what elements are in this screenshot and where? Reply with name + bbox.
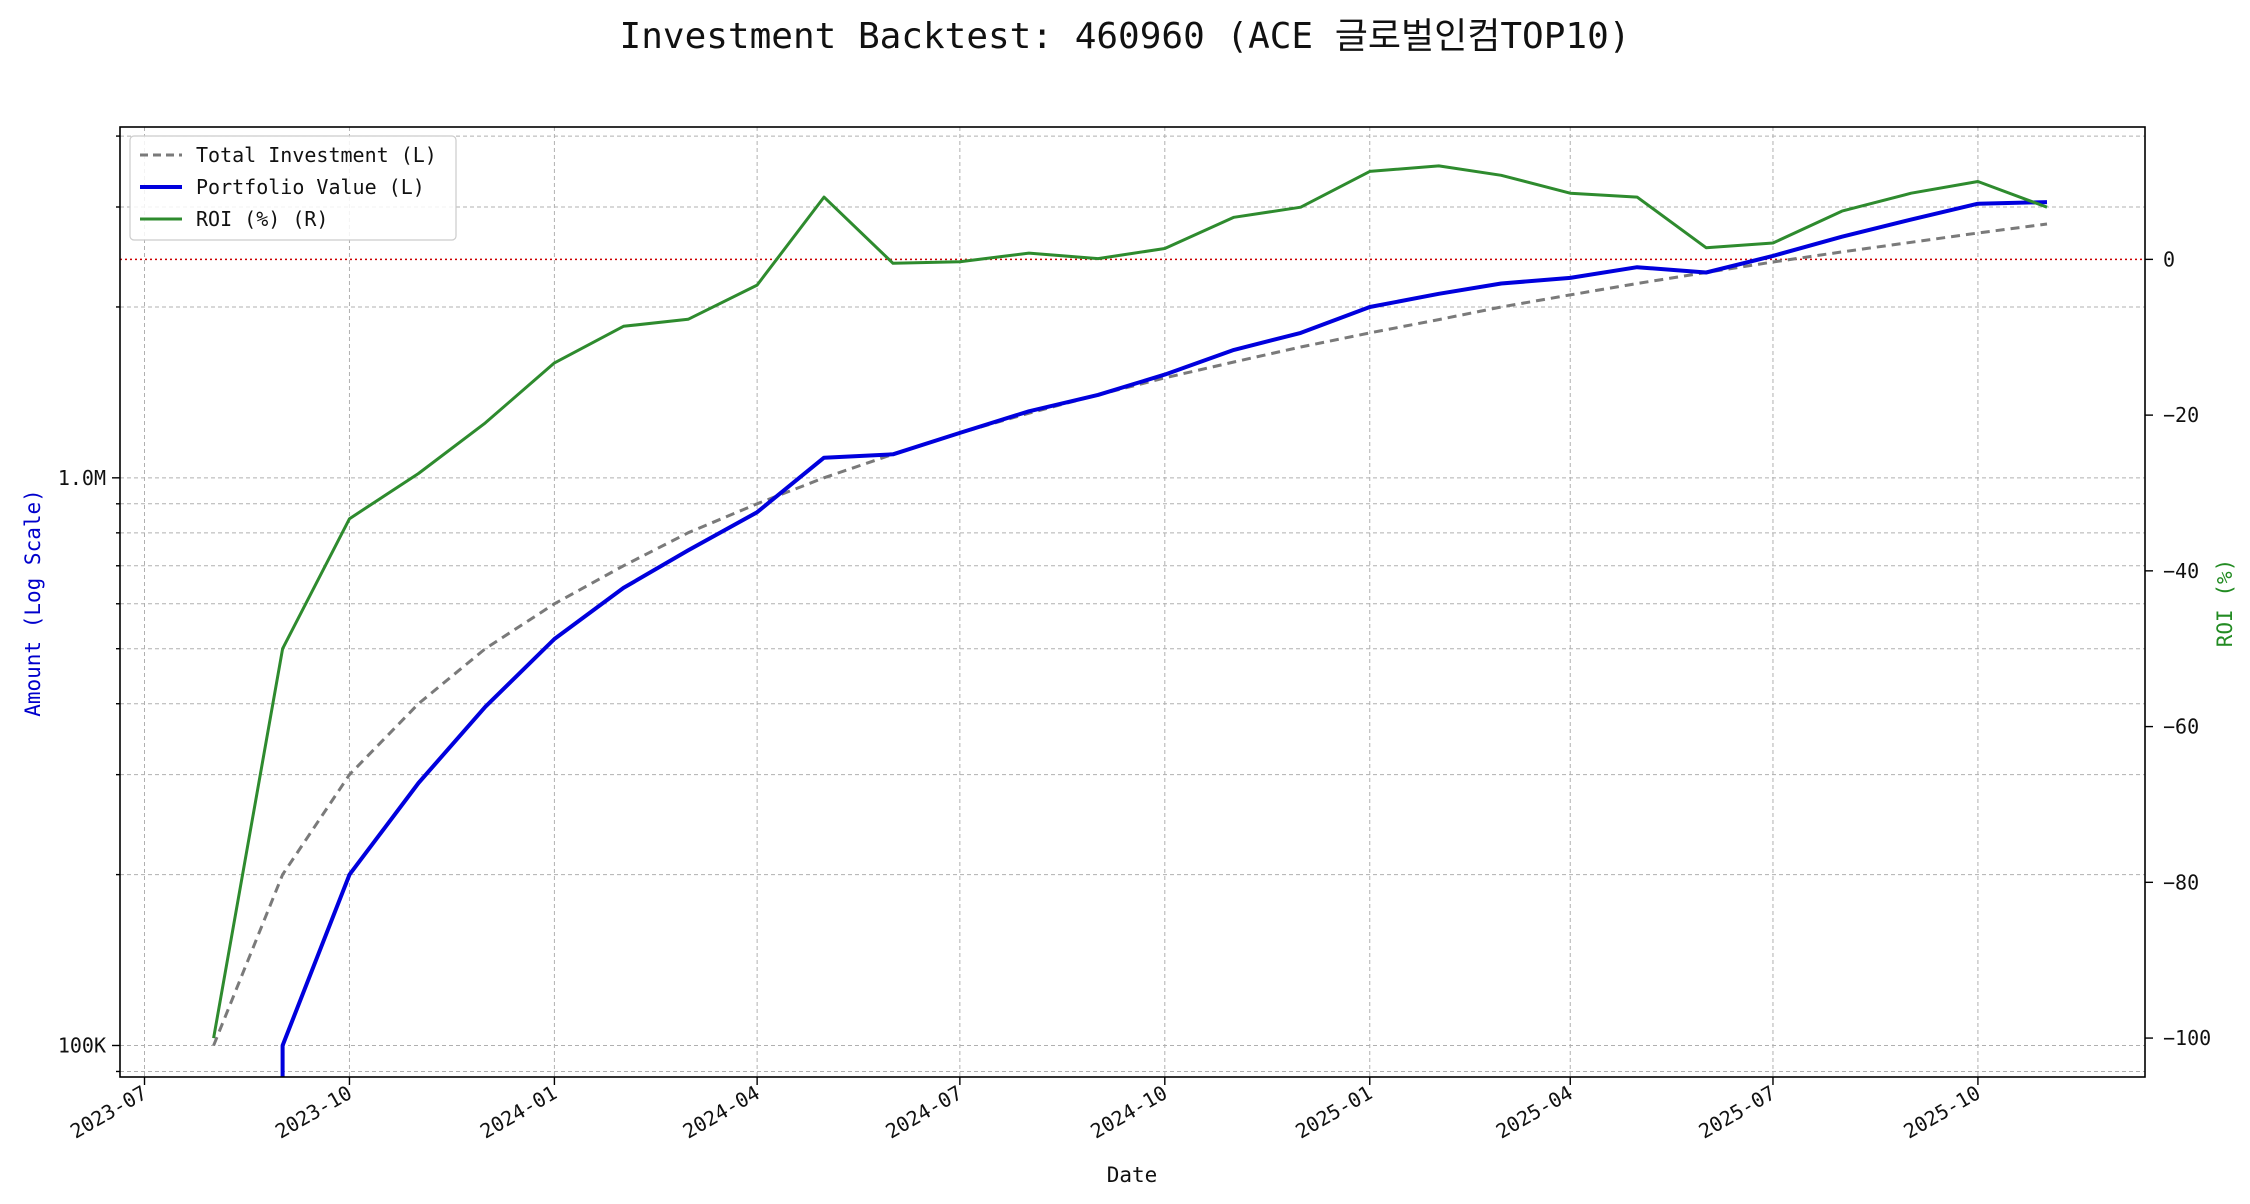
right-y-axis: 0 −20 −40 −60 −80 −100: [2145, 247, 2211, 1050]
right-tick-label: −40: [2163, 559, 2199, 583]
plot-frame: [119, 126, 2146, 1078]
total-investment-line: [212, 222, 2048, 1047]
left-tick-label: 100K: [58, 1033, 106, 1057]
series-layer: [212, 164, 2048, 1077]
x-tick-label: 2024-01: [476, 1081, 561, 1144]
x-tick-label: 2025-04: [1492, 1081, 1577, 1144]
legend-box: [129, 135, 457, 241]
portfolio-value-line: [280, 200, 2048, 1077]
right-axis-label: ROI (%): [2213, 559, 2237, 648]
x-tick-label: 2025-10: [1899, 1081, 1984, 1144]
x-axis-label: Date: [1107, 1163, 1158, 1187]
x-tick-label: 2025-01: [1291, 1081, 1376, 1144]
x-tick-label: 2024-07: [881, 1081, 966, 1144]
x-tick-label: 2025-07: [1694, 1081, 1779, 1144]
legend-label-roi: ROI (%) (R): [196, 207, 328, 231]
x-tick-label: 2023-07: [66, 1081, 151, 1144]
x-tick-label: 2024-04: [679, 1081, 764, 1144]
left-tick-label: 1.0M: [58, 466, 106, 490]
left-axis-label: Amount (Log Scale): [21, 489, 45, 717]
roi-line: [212, 164, 2048, 1039]
left-y-axis: 100K 1.0M: [58, 135, 120, 1073]
legend: Total Investment (L) Portfolio Value (L)…: [129, 135, 457, 241]
right-tick-label: −80: [2163, 870, 2199, 894]
x-axis: 2023-07 2023-10 2024-01 2024-04 2024-07 2024-…: [66, 1077, 1984, 1143]
legend-label-portfolio-value: Portfolio Value (L): [196, 175, 425, 199]
x-tick-label: 2023-10: [271, 1081, 356, 1144]
right-tick-label: −20: [2163, 403, 2199, 427]
chart-title: Investment Backtest: 460960 (ACE 글로벌인컴TO…: [620, 16, 1631, 57]
right-tick-label: −60: [2163, 715, 2199, 739]
grid: [120, 127, 2145, 1077]
right-tick-label: −100: [2163, 1026, 2211, 1050]
right-tick-label: 0: [2163, 247, 2175, 271]
x-tick-label: 2024-10: [1086, 1081, 1171, 1144]
legend-label-total-investment: Total Investment (L): [196, 143, 437, 167]
